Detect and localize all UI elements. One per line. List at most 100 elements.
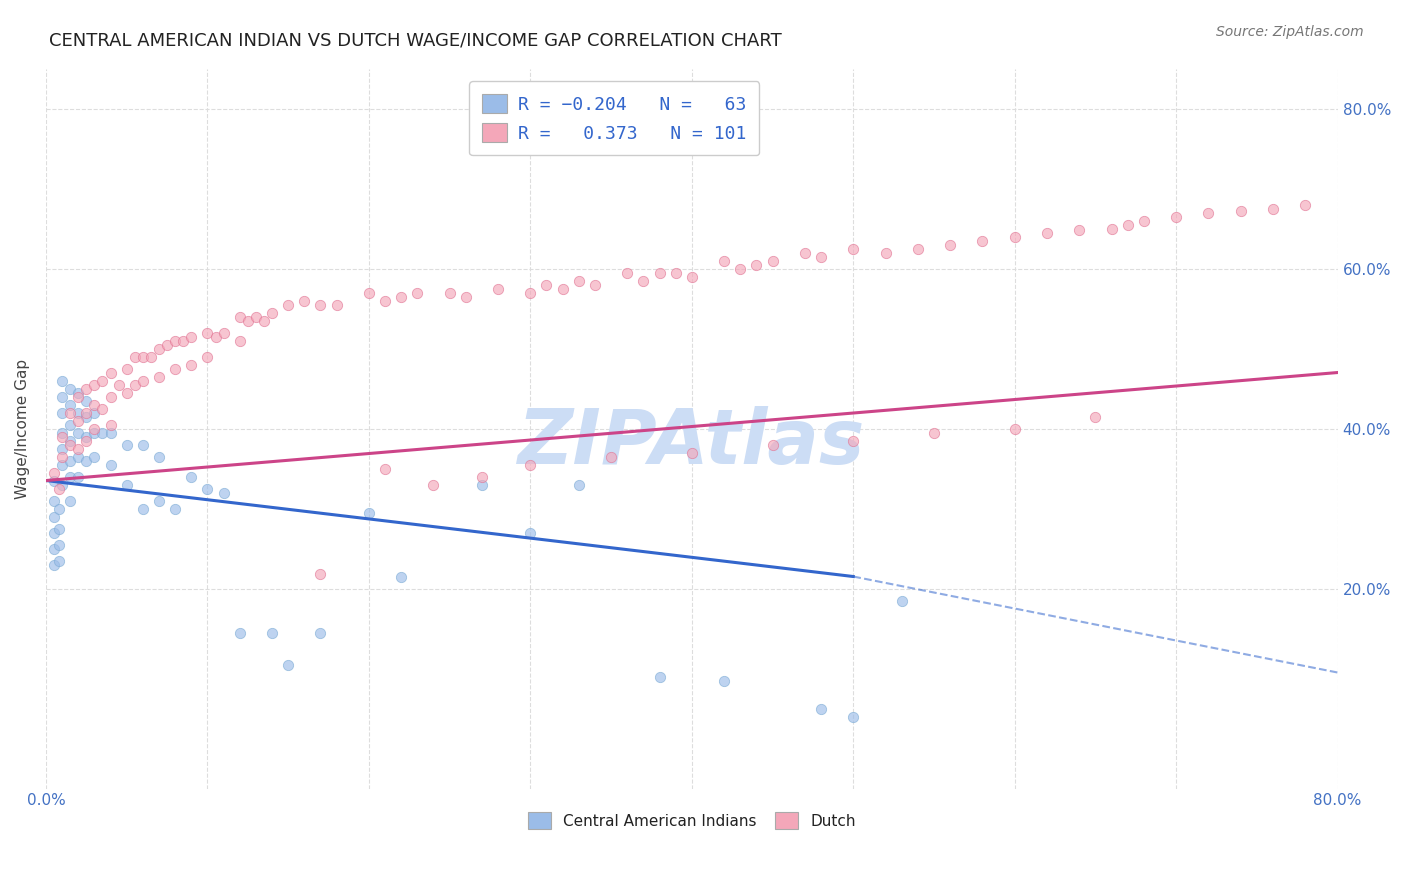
Point [75,453,97,467]
Point [83,450,105,464]
Point [51,442,73,456]
Point [132,350,155,364]
Point [48,553,70,567]
Point [83,425,105,440]
Point [115,477,138,491]
Point [551,281,574,295]
Point [260,305,283,319]
Point [75,393,97,408]
Point [389,569,412,583]
Point [75,409,97,424]
Point [454,289,477,303]
Point [1229,203,1251,218]
Point [1261,202,1284,216]
Point [713,673,735,688]
Point [139,350,162,364]
Point [100,390,122,404]
Point [681,445,703,459]
Point [132,374,155,388]
Point [67,450,90,464]
Point [51,458,73,472]
Point [115,437,138,451]
Point [165,361,187,376]
Text: ZIPAtlas: ZIPAtlas [519,406,866,480]
Point [115,385,138,400]
Point [568,273,591,287]
Point [51,450,73,464]
Point [51,429,73,443]
Point [374,461,396,475]
Point [59,417,82,432]
Point [59,398,82,412]
Point [810,250,832,264]
Point [51,477,73,491]
Point [745,258,768,272]
Point [1101,221,1123,235]
Point [124,377,146,392]
Point [422,477,444,491]
Point [148,450,170,464]
Point [357,506,380,520]
Point [42,525,65,540]
Point [51,425,73,440]
Point [907,242,929,256]
Point [1084,409,1107,424]
Point [59,405,82,419]
Point [132,501,155,516]
Point [100,366,122,380]
Point [48,482,70,496]
Point [204,329,226,343]
Point [761,437,783,451]
Point [1166,210,1188,224]
Point [165,501,187,516]
Point [67,405,90,419]
Point [75,429,97,443]
Point [236,313,259,327]
Point [91,374,114,388]
Point [439,285,461,300]
Point [42,509,65,524]
Point [260,625,283,640]
Point [568,477,591,491]
Point [59,469,82,483]
Text: Source: ZipAtlas.com: Source: ZipAtlas.com [1216,25,1364,39]
Point [148,342,170,356]
Point [972,234,994,248]
Point [51,390,73,404]
Point [228,334,250,348]
Point [42,474,65,488]
Point [48,522,70,536]
Point [197,326,219,340]
Point [75,382,97,396]
Point [67,390,90,404]
Point [91,401,114,416]
Point [59,493,82,508]
Point [875,245,897,260]
Point [1069,223,1091,237]
Point [67,469,90,483]
Point [180,358,202,372]
Point [148,369,170,384]
Point [245,310,267,324]
Point [471,469,494,483]
Point [761,253,783,268]
Point [519,458,541,472]
Point [309,625,332,640]
Point [59,437,82,451]
Point [922,425,945,440]
Point [67,413,90,427]
Point [75,405,97,419]
Point [83,398,105,412]
Point [83,405,105,419]
Point [156,337,179,351]
Point [1116,218,1139,232]
Point [374,293,396,308]
Point [728,261,751,276]
Y-axis label: Wage/Income Gap: Wage/Income Gap [15,359,30,499]
Point [100,425,122,440]
Point [939,237,962,252]
Point [486,281,509,295]
Point [59,382,82,396]
Point [713,253,735,268]
Point [124,350,146,364]
